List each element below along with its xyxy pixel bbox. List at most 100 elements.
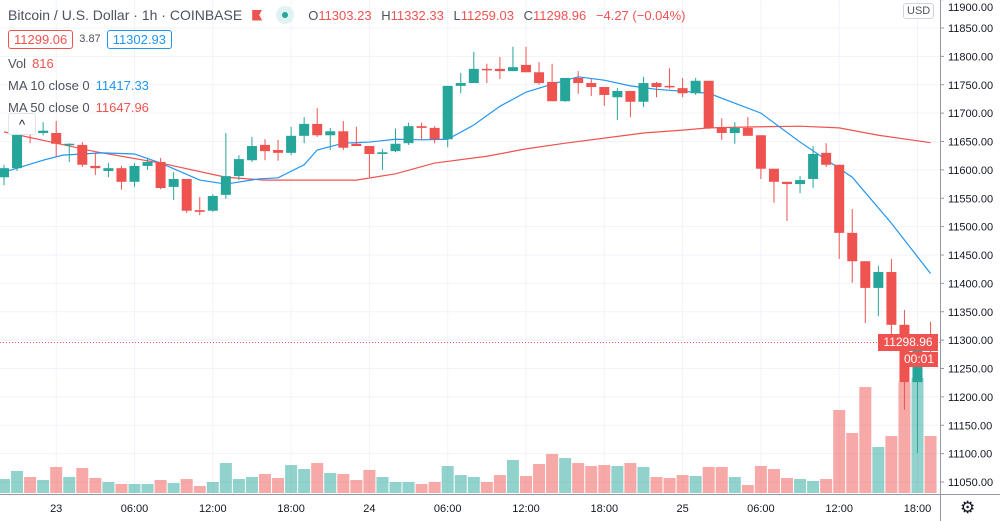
candle-body-down bbox=[534, 72, 545, 84]
low-label: L bbox=[453, 7, 461, 23]
volume-bar bbox=[11, 470, 24, 493]
candle-body-down bbox=[338, 131, 349, 148]
volume-bar bbox=[663, 477, 676, 493]
close-label: C bbox=[523, 7, 533, 23]
volume-bar bbox=[272, 477, 285, 493]
candle-body-up bbox=[299, 123, 310, 136]
candle-body-up bbox=[873, 272, 884, 288]
time-tick-label: 25 bbox=[676, 503, 688, 515]
volume-bar bbox=[924, 435, 937, 493]
volume-bar bbox=[885, 436, 898, 493]
candle-body-up bbox=[442, 85, 453, 140]
currency-badge[interactable]: USD bbox=[903, 3, 935, 19]
volume-bar bbox=[480, 482, 493, 493]
volume-bar bbox=[298, 469, 311, 493]
candle-body-down bbox=[742, 127, 753, 136]
volume-bar bbox=[506, 460, 519, 493]
high-label: H bbox=[381, 7, 391, 23]
candle-body-down bbox=[625, 90, 636, 102]
candle-body-up bbox=[808, 153, 819, 179]
candle-body-up bbox=[325, 131, 336, 136]
ma10-label[interactable]: MA 10 close 0 bbox=[8, 77, 90, 93]
volume-bars bbox=[0, 378, 937, 493]
price-tick-label: 11500.00 bbox=[948, 222, 993, 234]
volume-bar bbox=[311, 463, 324, 493]
volume-bar bbox=[715, 466, 728, 493]
gear-icon[interactable]: ⚙ bbox=[960, 498, 976, 517]
volume-bar bbox=[493, 475, 506, 493]
volume-bar bbox=[846, 433, 859, 493]
candle-body-down bbox=[77, 144, 88, 165]
low-value: 11259.03 bbox=[460, 7, 514, 23]
candle-body-up bbox=[286, 135, 297, 153]
volume-bar bbox=[128, 483, 141, 493]
candle-body-down bbox=[521, 64, 531, 73]
open-label: O bbox=[308, 7, 319, 23]
time-tick-label: 18:00 bbox=[591, 503, 619, 515]
candle-body-down bbox=[547, 81, 558, 102]
time-tick-label: 06:00 bbox=[121, 503, 149, 515]
volume-bar bbox=[767, 469, 780, 493]
volume-bar bbox=[676, 475, 689, 493]
market-status-icon[interactable] bbox=[276, 6, 295, 24]
candle-body-up bbox=[690, 80, 701, 94]
price-axis[interactable]: 11900.00 11850.00 11800.00 11750.00 11700.00… bbox=[940, 0, 993, 489]
candle-body-up bbox=[0, 168, 9, 178]
ma50-label[interactable]: MA 50 close 0 bbox=[8, 99, 90, 115]
candle-body-down bbox=[599, 87, 610, 95]
time-tick-label: 06:00 bbox=[747, 503, 775, 515]
candle-body-up bbox=[468, 68, 479, 84]
ma50-path bbox=[3, 125, 931, 181]
volume-bar bbox=[467, 476, 480, 493]
candle-body-down bbox=[651, 83, 662, 88]
candle-body-down bbox=[716, 127, 727, 133]
symbol-title[interactable]: Bitcoin / U.S. Dollar · 1h · COINBASE bbox=[8, 7, 243, 23]
volume-bar bbox=[859, 387, 872, 493]
time-tick-label: 06:00 bbox=[434, 503, 462, 515]
candle-body-down bbox=[768, 168, 779, 182]
volume-bar bbox=[624, 463, 637, 493]
candle-body-up bbox=[12, 131, 23, 169]
candle-body-down bbox=[494, 68, 505, 72]
price-tick-label: 11400.00 bbox=[948, 278, 993, 290]
price-tick-label: 11650.00 bbox=[948, 137, 993, 149]
volume-bar bbox=[572, 463, 585, 493]
time-tick-label: 23 bbox=[50, 503, 62, 515]
candle-body-down bbox=[364, 146, 375, 154]
candle-body-down bbox=[116, 168, 127, 182]
volume-bar bbox=[585, 466, 598, 493]
volume-bar bbox=[219, 463, 232, 493]
time-tick-label: 12:00 bbox=[825, 503, 853, 515]
price-tick-label: 11250.00 bbox=[948, 364, 993, 376]
price-tick-label: 11550.00 bbox=[948, 193, 993, 205]
collapse-legend-button[interactable]: ^ bbox=[8, 113, 36, 135]
candle-body-down bbox=[834, 164, 845, 233]
volume-label[interactable]: Vol bbox=[8, 55, 27, 71]
volume-bar bbox=[76, 467, 89, 493]
candle-body-up bbox=[390, 143, 401, 152]
candle-body-down bbox=[860, 261, 871, 288]
volume-bar bbox=[820, 479, 833, 493]
candle-body-up bbox=[129, 165, 140, 182]
time-tick-label: 18:00 bbox=[904, 503, 932, 515]
volume-bar bbox=[415, 483, 428, 493]
ohlc-values: O11303.23 H11332.33 L11259.03 C11298.96 … bbox=[308, 8, 691, 23]
candle-body-down bbox=[194, 210, 205, 212]
volume-bar bbox=[689, 476, 702, 493]
volume-bar bbox=[546, 453, 559, 493]
volume-bar bbox=[833, 410, 846, 493]
flag-icon[interactable] bbox=[252, 9, 263, 21]
candle-body-up bbox=[377, 152, 388, 154]
price-tick-label: 11350.00 bbox=[948, 307, 993, 319]
buy-price-button[interactable]: 11302.93 bbox=[106, 29, 172, 49]
volume-bar bbox=[180, 479, 193, 493]
volume-bar bbox=[872, 447, 885, 493]
candle-body-down bbox=[586, 83, 597, 88]
time-axis[interactable]: 23 06:00 12:00 18:00 24 06:00 12:00 18:00 25 06:0… bbox=[50, 503, 931, 515]
volume-bar bbox=[754, 466, 767, 493]
price-tick-label: 11750.00 bbox=[948, 80, 993, 92]
sell-price-button[interactable]: 11299.06 bbox=[8, 29, 74, 49]
price-tick-label: 11050.00 bbox=[948, 477, 993, 489]
candle-body-up bbox=[795, 180, 806, 185]
